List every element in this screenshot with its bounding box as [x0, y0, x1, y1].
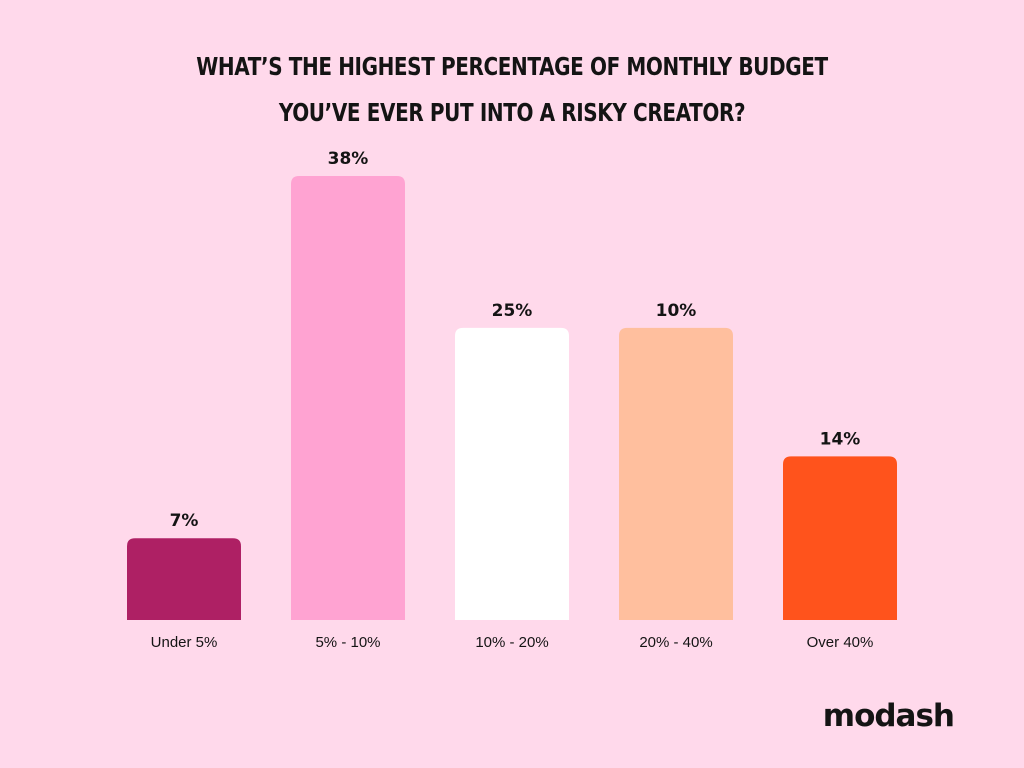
- category-label-1: Under 5%: [151, 634, 218, 651]
- data-label-4: 10%: [656, 301, 697, 321]
- data-label-3: 25%: [492, 301, 533, 321]
- bar-4: [619, 327, 733, 620]
- category-label-5: Over 40%: [807, 634, 874, 651]
- category-label-2: 5% - 10%: [315, 634, 380, 651]
- bar-2: [291, 176, 405, 620]
- bar-5: [783, 456, 897, 620]
- modash-logo: modash: [822, 698, 955, 734]
- chart-title: WHAT’S THE HIGHEST PERCENTAGE OF MONTHLY…: [102, 44, 921, 136]
- data-label-1: 7%: [170, 511, 199, 531]
- category-label-3: 10% - 20%: [475, 634, 548, 651]
- bar-1: [127, 538, 241, 620]
- bar-3: [455, 327, 569, 620]
- chart-title-line-1: WHAT’S THE HIGHEST PERCENTAGE OF MONTHLY…: [196, 52, 828, 81]
- data-label-5: 14%: [820, 429, 861, 449]
- category-label-4: 20% - 40%: [639, 634, 712, 651]
- chart-title-line-2: YOU’VE EVER PUT INTO A RISKY CREATOR?: [278, 98, 746, 127]
- data-label-2: 38%: [328, 149, 369, 169]
